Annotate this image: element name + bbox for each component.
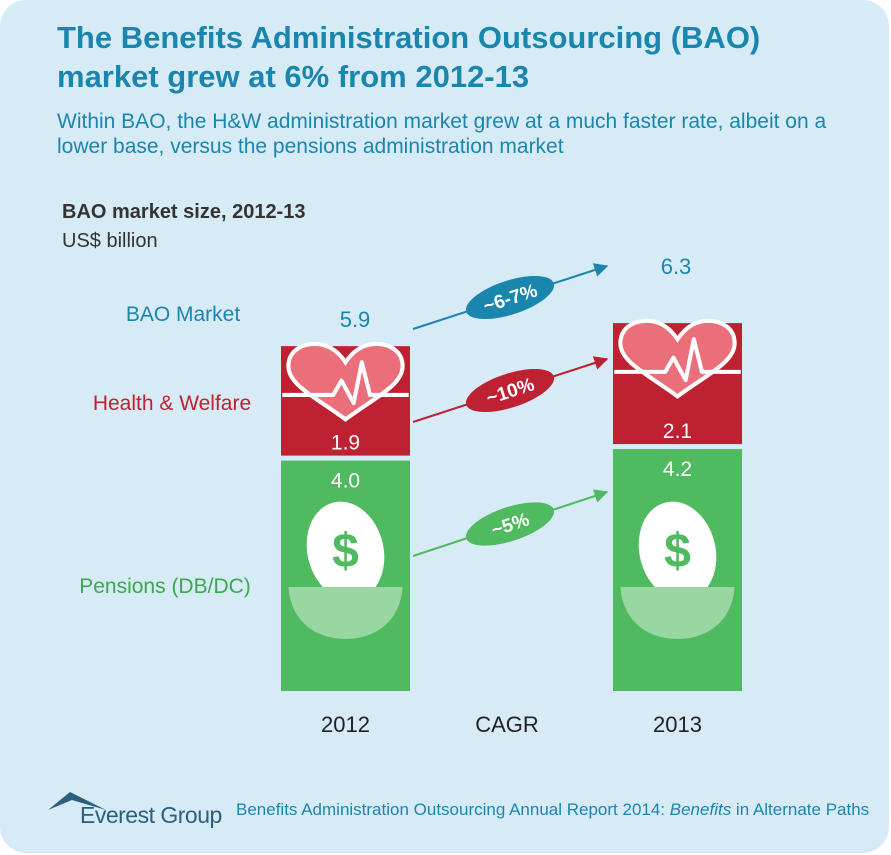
x-axis-label: 2012	[321, 712, 370, 737]
chart-unit: US$ billion	[62, 230, 158, 252]
legend-label-pensions: Pensions (DB/DC)	[79, 575, 251, 598]
total-cagr-pill	[465, 275, 555, 320]
chart-title: BAO market size, 2012-13	[62, 201, 306, 223]
pensions-value-label: 4.0	[331, 470, 360, 493]
svg-text:$: $	[664, 525, 691, 578]
report-title-italic: Benefits	[669, 800, 732, 819]
dollar-egg-icon: $	[620, 501, 735, 639]
everest-logo-icon	[48, 792, 106, 810]
svg-text:$: $	[332, 525, 359, 578]
health-welfare-value-label: 1.9	[331, 432, 360, 455]
pensions-value-label: 4.2	[663, 458, 692, 481]
page-subtitle: Within BAO, the H&W administration marke…	[57, 110, 827, 158]
total-value-label: 6.3	[661, 254, 692, 279]
health-welfare-cagr-pill	[465, 368, 555, 413]
legend-label-total: BAO Market	[126, 303, 241, 326]
everest-logo-text: Everest Group	[80, 802, 222, 828]
pensions-cagr-pill	[465, 502, 555, 546]
report-reference: Benefits Administration Outsourcing Annu…	[236, 800, 876, 820]
heartbeat-icon	[614, 318, 741, 399]
heartbeat-icon	[282, 341, 409, 422]
total-value-label: 5.9	[340, 307, 371, 332]
legend-label-health-welfare: Health & Welfare	[93, 392, 251, 415]
report-title-part: Benefits Administration Outsourcing Annu…	[236, 800, 670, 819]
health-welfare-value-label: 2.1	[663, 420, 692, 443]
report-title-end: in Alternate Paths	[731, 800, 870, 819]
dollar-egg-icon: $	[288, 501, 403, 639]
x-axis-label: 2013	[653, 712, 702, 737]
page-title: The Benefits Administration Outsourcing …	[57, 20, 761, 94]
cagr-axis-label: CAGR	[475, 712, 539, 737]
